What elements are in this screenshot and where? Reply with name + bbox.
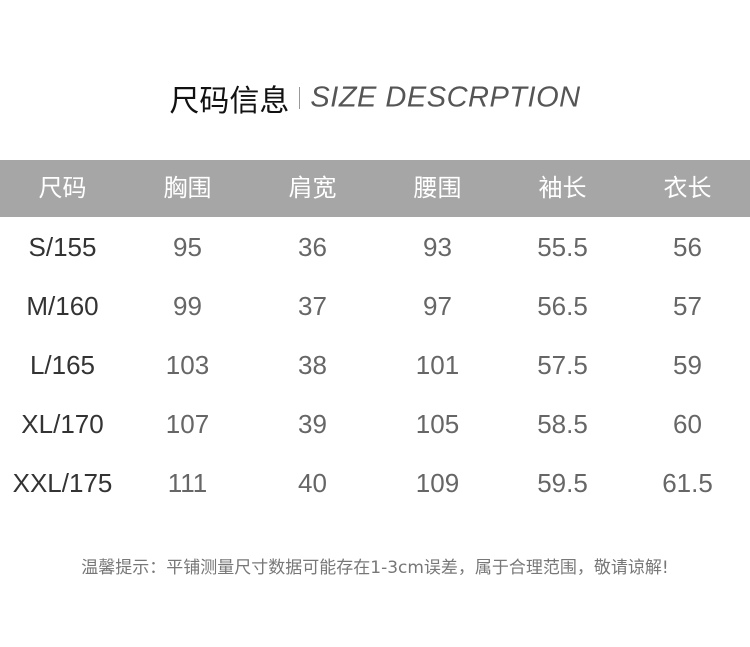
page-title: 尺码信息 SIZE DESCRPTION [0, 76, 750, 120]
value-cell: 57.5 [537, 350, 588, 380]
header-cell: 袖长 [538, 174, 587, 202]
value-cell: 99 [173, 291, 202, 321]
table-header: 尺码 胸围 肩宽 腰围 袖长 衣长 [0, 160, 750, 217]
measurement-note: 温馨提示：平铺测量尺寸数据可能存在1-3cm误差，属于合理范围，敬请谅解! [81, 558, 669, 578]
value-cell: 38 [298, 350, 327, 380]
value-cell: 56 [673, 232, 702, 262]
title-en: SIZE DESCRPTION [310, 81, 581, 114]
value-cell: 103 [165, 350, 210, 380]
value-cell: 39 [298, 409, 327, 439]
value-cell: 40 [298, 468, 327, 498]
table-row: L/165 103 38 101 57.5 59 [0, 336, 750, 395]
size-cell: L/165 [29, 350, 96, 380]
size-cell: XL/170 [21, 409, 104, 439]
value-cell: 55.5 [537, 232, 588, 262]
value-cell: 111 [167, 468, 208, 498]
table-row: XL/170 107 39 105 58.5 60 [0, 395, 750, 454]
value-cell: 105 [415, 409, 460, 439]
header-cell: 胸围 [163, 174, 212, 202]
value-cell: 60 [673, 409, 702, 439]
table-row: XXL/175 111 40 109 59.5 61.5 [0, 454, 750, 513]
value-cell: 95 [173, 232, 202, 262]
value-cell: 56.5 [537, 291, 588, 321]
value-cell: 59.5 [537, 468, 588, 498]
value-cell: 57 [673, 291, 702, 321]
title-divider [299, 87, 301, 109]
value-cell: 59 [673, 350, 702, 380]
size-cell: XXL/175 [12, 468, 113, 498]
header-cell: 衣长 [663, 174, 712, 202]
value-cell: 37 [298, 291, 327, 321]
value-cell: 61.5 [662, 468, 713, 498]
title-cn: 尺码信息 [169, 84, 290, 119]
size-cell: S/155 [28, 232, 97, 262]
header-cell: 尺码 [38, 174, 87, 202]
value-cell: 58.5 [537, 409, 588, 439]
value-cell: 36 [298, 232, 327, 262]
value-cell: 107 [165, 409, 210, 439]
table-body: S/155 95 36 93 55.5 56 M/160 99 37 97 56.5 57 L/165 1… [0, 218, 750, 513]
value-cell: 93 [423, 232, 452, 262]
value-cell: 101 [415, 350, 460, 380]
value-cell: 97 [423, 291, 452, 321]
table-row: S/155 95 36 93 55.5 56 [0, 218, 750, 277]
header-cell: 肩宽 [288, 174, 337, 202]
value-cell: 109 [415, 468, 460, 498]
header-cell: 腰围 [413, 174, 462, 202]
table-row: M/160 99 37 97 56.5 57 [0, 277, 750, 336]
size-cell: M/160 [26, 291, 99, 321]
